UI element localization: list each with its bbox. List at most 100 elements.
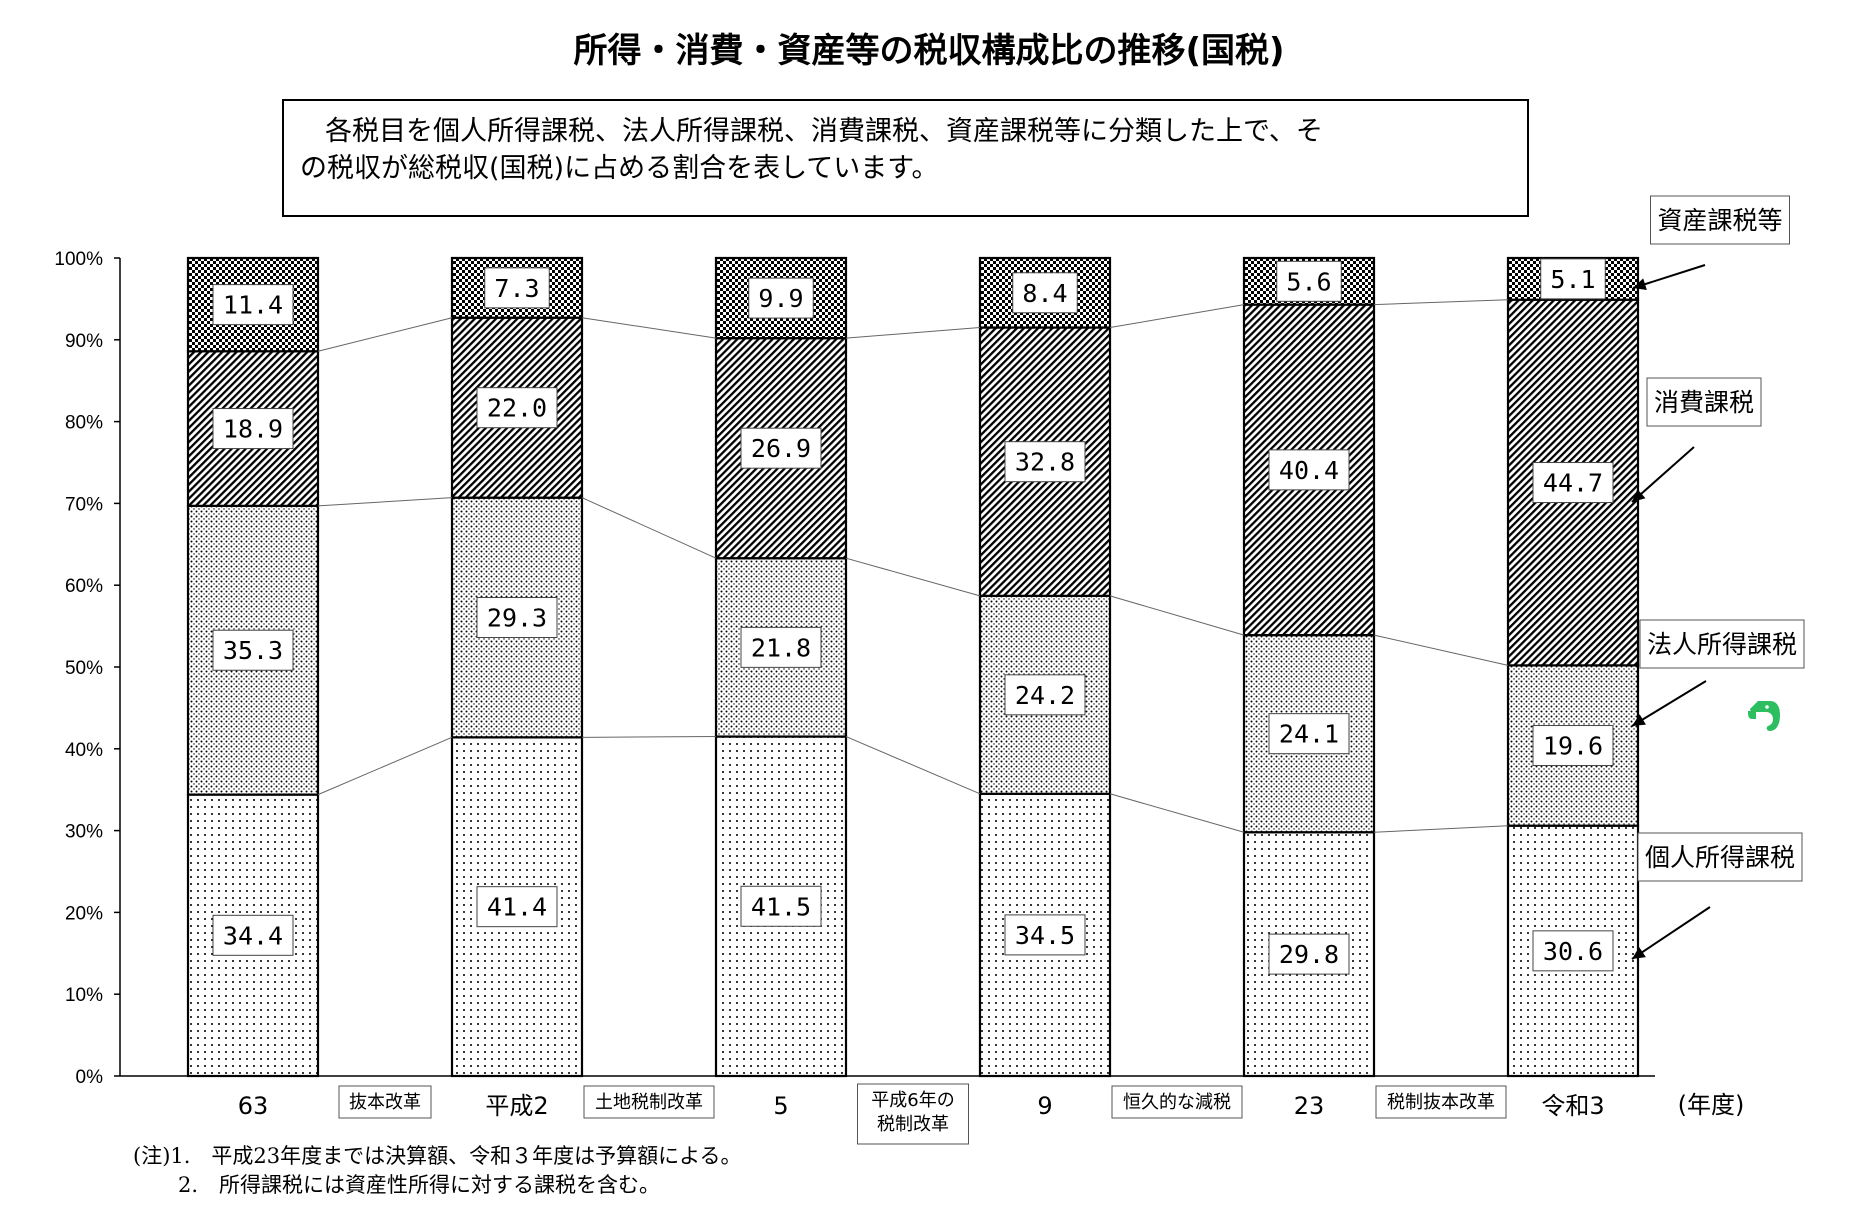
reform-label-5: 税制抜本改革 <box>1387 1092 1495 1113</box>
value-label-box <box>748 277 814 319</box>
connector-line <box>317 317 453 352</box>
description-box: 各税目を個人所得課税、法人所得課税、消費課税、資産課税等に分類した上で、そ の税… <box>282 99 1529 217</box>
value-label-consumption-tax-6: 44.7 <box>1543 469 1603 498</box>
y-tick-label: 30% <box>65 822 103 843</box>
value-label-consumption-tax-3: 26.9 <box>751 434 811 463</box>
bar-segment-consumption-tax-3 <box>714 337 848 560</box>
value-label-property-tax-3: 9.9 <box>758 284 803 313</box>
reform-box <box>338 1085 432 1119</box>
x-axis-unit-label: (年度) <box>1678 1091 1745 1119</box>
value-label-box <box>1004 441 1086 483</box>
value-label-consumption-tax-5: 40.4 <box>1279 456 1339 485</box>
connector-line <box>1109 595 1245 636</box>
reform-label-3: 平成6年の <box>871 1090 954 1111</box>
value-label-box <box>484 267 550 309</box>
category-label-5: 23 <box>1294 1092 1325 1120</box>
value-label-box <box>740 626 822 668</box>
description-line-1: 各税目を個人所得課税、法人所得課税、消費課税、資産課税等に分類した上で、そ <box>325 116 1323 147</box>
legend-arrow-head <box>1632 714 1646 726</box>
legend-arrow-head <box>1632 489 1646 502</box>
y-tick-label: 50% <box>65 658 103 679</box>
bar-segment-property-tax-1 <box>186 256 320 353</box>
y-tick-label: 10% <box>65 985 103 1006</box>
legend-box <box>1637 832 1803 882</box>
connector-line <box>1373 634 1509 666</box>
category-label-4: 9 <box>1037 1092 1052 1120</box>
y-tick-label: 20% <box>65 903 103 924</box>
legend-arrow-line <box>1631 680 1707 727</box>
connector-line <box>317 497 453 507</box>
value-label-consumption-tax-4: 32.8 <box>1015 448 1075 477</box>
category-label-6: 令和3 <box>1541 1092 1604 1120</box>
note-2: 2. 所得課税には資産性所得に対する課税を含む。 <box>178 1173 660 1197</box>
value-label-consumption-tax-2: 22.0 <box>487 394 547 423</box>
connector-line <box>1373 299 1509 306</box>
value-label-property-tax-6: 5.1 <box>1550 265 1595 294</box>
value-label-box <box>1268 449 1350 491</box>
connector-line <box>317 736 453 796</box>
connector-line <box>845 736 981 795</box>
connector-line <box>581 317 717 339</box>
connector-line <box>845 557 981 597</box>
stacked-bars <box>186 256 1640 1078</box>
legend-label-property-tax: 資産課税等 <box>1657 206 1782 235</box>
y-tick-label: 90% <box>65 331 103 352</box>
reform-label-2: 土地税制改革 <box>595 1092 703 1113</box>
value-label-corporate-income-tax-2: 29.3 <box>487 604 547 633</box>
category-label-3: 5 <box>773 1092 788 1120</box>
reform-label-3: 税制改革 <box>877 1114 949 1135</box>
value-label-individual-income-tax-4: 34.5 <box>1015 921 1075 950</box>
value-label-corporate-income-tax-5: 24.1 <box>1279 720 1339 749</box>
legend-box <box>1639 619 1805 669</box>
note-1: (注)1. 平成23年度までは決算額、令和３年度は予算額による。 <box>133 1144 742 1168</box>
value-label-individual-income-tax-3: 41.5 <box>751 892 811 921</box>
value-label-property-tax-1: 11.4 <box>223 291 283 320</box>
y-tick-label: 60% <box>65 576 103 597</box>
category-label-2: 平成2 <box>485 1092 548 1120</box>
connector-line <box>1109 793 1245 833</box>
value-label-box <box>1276 260 1342 302</box>
value-label-box <box>740 885 822 927</box>
description-line-2: の税収が総税収(国税)に占める割合を表しています。 <box>300 153 939 184</box>
connector-line <box>581 736 717 738</box>
value-label-individual-income-tax-5: 29.8 <box>1279 940 1339 969</box>
reform-box <box>583 1085 715 1119</box>
legend-label-corporate-income-tax: 法人所得課税 <box>1647 630 1797 659</box>
value-label-box <box>212 629 294 671</box>
value-labels: 34.4 41.4 41.5 34.5 29.8 30.6 35.3 29.3 21.8 24.2… <box>212 258 1614 975</box>
legend-box <box>1646 377 1762 427</box>
value-label-box <box>1532 930 1614 972</box>
value-label-corporate-income-tax-3: 21.8 <box>751 633 811 662</box>
category-label-1: 63 <box>238 1092 269 1120</box>
y-tick-label: 100% <box>54 249 103 270</box>
legend-label-individual-income-tax: 個人所得課税 <box>1645 843 1795 872</box>
value-label-consumption-tax-1: 18.9 <box>223 415 283 444</box>
value-label-individual-income-tax-1: 34.4 <box>223 921 283 950</box>
value-label-box <box>476 886 558 928</box>
notes: (注)1. 平成23年度までは決算額、令和３年度は予算額による。 2. 所得課税に… <box>133 1144 742 1197</box>
value-label-box <box>1268 933 1350 975</box>
value-label-property-tax-2: 7.3 <box>494 274 539 303</box>
value-label-individual-income-tax-6: 30.6 <box>1543 937 1603 966</box>
chart-title: 所得・消費・資産等の税収構成比の推移(国税) <box>573 31 1284 71</box>
value-label-box <box>1540 258 1606 300</box>
value-label-corporate-income-tax-1: 35.3 <box>223 636 283 665</box>
y-tick-label: 40% <box>65 740 103 761</box>
connector-line <box>1373 825 1509 833</box>
value-label-box <box>1004 914 1086 956</box>
evernote-elephant-icon <box>1748 701 1780 731</box>
category-labels: 63 平成2 5 9 23 令和3 (年度) <box>238 1091 1745 1120</box>
reform-box <box>857 1083 969 1145</box>
value-label-box <box>1532 725 1614 767</box>
legend-arrow-line <box>1631 906 1711 960</box>
value-label-property-tax-5: 5.6 <box>1286 267 1331 296</box>
y-axis: 0% 10% 20% 30% 40% 50% 60% 70% 80% 90% 100% <box>54 249 121 1088</box>
reform-box <box>1375 1085 1507 1119</box>
reform-label-1: 抜本改革 <box>349 1092 421 1113</box>
value-label-box <box>212 914 294 956</box>
y-tick-label: 0% <box>76 1067 104 1088</box>
value-label-box <box>212 284 294 326</box>
value-label-box <box>1268 713 1350 755</box>
